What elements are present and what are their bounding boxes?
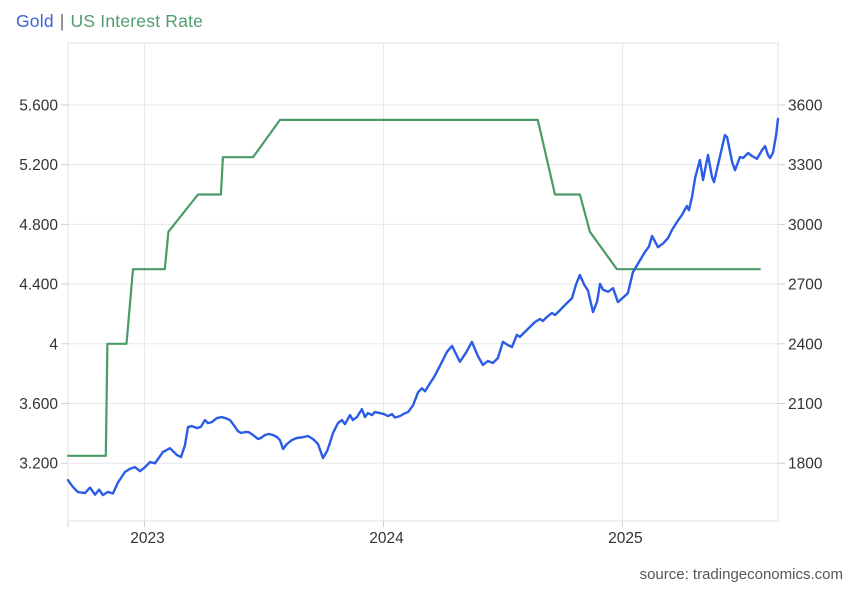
legend-separator: |	[59, 11, 65, 31]
left-axis-label: 3.600	[19, 396, 58, 413]
x-axis-label: 2024	[369, 530, 404, 547]
right-axis-label: 3600	[788, 97, 823, 114]
right-axis-label: 1800	[788, 456, 823, 473]
x-axis-label: 2025	[608, 530, 642, 547]
x-axis-label: 2023	[130, 530, 164, 547]
chart-legend: Gold | US Interest Rate	[16, 11, 203, 32]
right-axis-label: 3300	[788, 157, 823, 174]
left-axis-label: 5.600	[19, 97, 58, 114]
interest-rate-line	[66, 118, 761, 457]
legend-item-us-interest-rate[interactable]: US Interest Rate	[70, 11, 204, 31]
right-axis-label: 3000	[788, 217, 823, 234]
left-axis-label: 4	[49, 336, 58, 353]
right-axis-label: 2100	[788, 396, 823, 413]
source-credit: source: tradingeconomics.com	[639, 566, 843, 583]
left-axis-label: 4.800	[19, 217, 58, 234]
right-axis-label: 2700	[788, 277, 823, 294]
left-axis-label: 5.200	[19, 157, 58, 174]
legend-item-gold[interactable]: Gold	[16, 11, 54, 31]
left-axis-label: 3.200	[19, 456, 58, 473]
right-axis-label: 2400	[788, 336, 823, 353]
plot-border	[67, 42, 779, 522]
gold-line	[66, 117, 780, 497]
left-axis-label: 4.400	[19, 277, 58, 294]
